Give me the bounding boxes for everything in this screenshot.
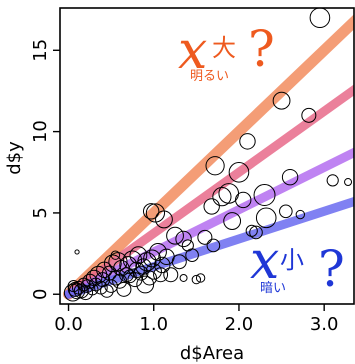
- annotation-dark: x 小 ? 暗い: [250, 231, 345, 298]
- data-point: [136, 275, 155, 294]
- data-point: [155, 210, 173, 229]
- data-point: [108, 252, 128, 272]
- annotation-dark-kanji: 小: [280, 246, 304, 274]
- data-point: [86, 283, 99, 296]
- data-point: [107, 270, 123, 286]
- annotation-dark-symbol: x: [250, 231, 279, 291]
- data-point: [203, 198, 220, 215]
- data-point: [171, 254, 187, 270]
- data-point: [279, 204, 293, 219]
- data-point: [185, 248, 199, 263]
- data-point: [253, 184, 276, 207]
- data-point: [141, 270, 157, 286]
- data-point: [249, 225, 263, 240]
- data-point: [223, 212, 242, 230]
- annotation-bright-mark: ?: [248, 20, 275, 78]
- fit-line-2: [64, 84, 354, 299]
- x-tick-label: 1.0: [139, 314, 168, 335]
- x-tick-label: 2.0: [225, 314, 254, 335]
- y-tick-label: 5: [30, 207, 51, 218]
- data-point: [85, 269, 103, 287]
- annotation-bright-note: 明るい: [190, 69, 229, 84]
- data-point: [228, 161, 250, 183]
- data-point: [235, 191, 252, 209]
- annotation-dark-note: 暗い: [260, 281, 286, 296]
- plot-frame: [59, 7, 355, 305]
- data-point: [197, 229, 213, 245]
- data-point: [344, 178, 353, 187]
- y-tick-label: 0: [30, 289, 51, 300]
- fit-line-1: [63, 14, 354, 300]
- y-tick-label: 10: [30, 120, 51, 143]
- y-tick-label: 15: [30, 39, 51, 62]
- data-point: [326, 174, 339, 187]
- data-point: [191, 274, 202, 285]
- data-point: [110, 250, 121, 260]
- data-point: [123, 269, 137, 284]
- annotation-dark-mark: ?: [318, 240, 345, 298]
- data-point: [166, 226, 184, 245]
- data-point: [119, 256, 138, 274]
- data-point: [67, 280, 80, 293]
- data-point: [116, 281, 132, 297]
- data-point: [239, 133, 256, 150]
- data-point: [175, 230, 192, 248]
- data-point: [137, 252, 157, 272]
- x-tick-label: 0.0: [54, 314, 83, 335]
- data-point: [89, 265, 108, 284]
- data-point: [78, 285, 94, 301]
- data-point: [149, 243, 167, 261]
- data-point: [281, 168, 299, 186]
- data-point: [153, 267, 169, 283]
- data-point: [74, 249, 80, 255]
- annotation-bright-kanji: 大: [212, 34, 236, 62]
- x-axis-ticks: 0.0 1.0 2.0 3.0: [54, 304, 338, 335]
- data-point: [100, 284, 114, 298]
- data-point: [205, 156, 225, 176]
- data-point: [212, 187, 232, 207]
- y-axis-label: d$y: [4, 141, 25, 175]
- data-points: [63, 8, 353, 302]
- data-point: [309, 8, 331, 29]
- data-point: [295, 209, 306, 220]
- x-axis-label: d$Area: [180, 343, 244, 364]
- data-point: [195, 273, 206, 283]
- data-point: [179, 273, 188, 282]
- data-point: [206, 238, 221, 253]
- y-axis-ticks: 0 5 10 15: [30, 39, 60, 300]
- data-point: [272, 91, 291, 110]
- data-point: [163, 267, 179, 283]
- data-point: [142, 203, 160, 220]
- data-point: [145, 263, 162, 280]
- data-point: [143, 249, 161, 268]
- data-point: [154, 256, 171, 274]
- data-point: [255, 207, 277, 229]
- x-tick-label: 3.0: [310, 314, 339, 335]
- data-point: [122, 250, 143, 270]
- annotation-bright-symbol: x: [178, 21, 207, 81]
- data-point: [301, 107, 317, 123]
- data-point: [145, 203, 166, 223]
- annotation-bright: x 大 ? 明るい: [178, 20, 275, 84]
